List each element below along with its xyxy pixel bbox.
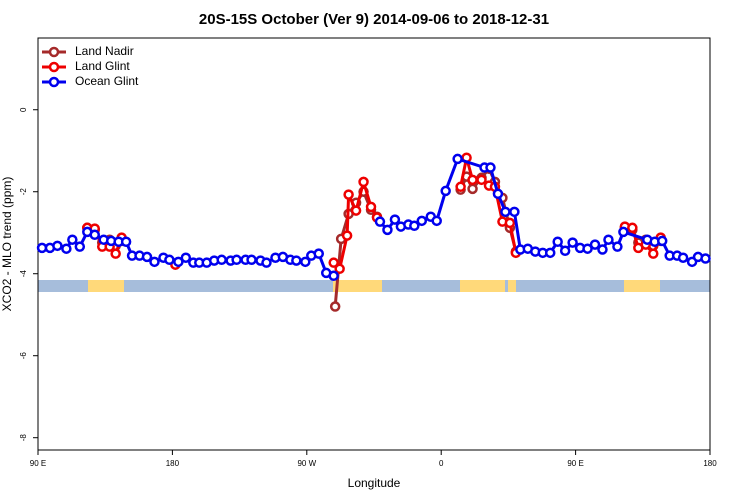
data-point bbox=[343, 189, 354, 200]
legend-label: Land Glint bbox=[75, 59, 130, 73]
y-tick-label: -2 bbox=[19, 188, 28, 196]
data-point bbox=[358, 176, 369, 188]
data-point bbox=[509, 206, 520, 218]
data-point bbox=[455, 181, 466, 193]
data-point bbox=[544, 247, 556, 259]
data-point bbox=[504, 217, 516, 229]
data-point bbox=[216, 254, 227, 266]
data-point bbox=[374, 216, 386, 227]
legend-marker bbox=[48, 76, 60, 88]
x-tick-label: 90 E bbox=[567, 459, 583, 468]
data-point bbox=[467, 183, 478, 195]
data-point bbox=[149, 256, 160, 268]
data-point bbox=[677, 252, 689, 263]
data-point bbox=[431, 215, 442, 227]
y-tick-label: 0 bbox=[19, 107, 28, 112]
y-tick-label: -8 bbox=[19, 434, 28, 442]
data-point bbox=[313, 248, 324, 259]
legend-marker bbox=[48, 61, 60, 73]
data-point bbox=[89, 229, 100, 241]
data-point bbox=[180, 252, 192, 263]
data-point bbox=[656, 235, 668, 247]
series bbox=[36, 153, 711, 282]
data-point bbox=[552, 236, 563, 247]
data-point bbox=[612, 241, 623, 252]
data-point bbox=[452, 153, 463, 165]
data-point bbox=[389, 214, 401, 225]
data-point bbox=[291, 255, 302, 266]
land-strip bbox=[88, 280, 124, 292]
x-tick-label: 180 bbox=[703, 459, 717, 468]
data-point bbox=[627, 222, 638, 234]
data-point bbox=[261, 257, 272, 268]
data-point bbox=[61, 243, 72, 254]
data-point bbox=[141, 251, 153, 263]
y-axis-label: XCO2 - MLO trend (ppm) bbox=[0, 177, 14, 312]
legend-label: Ocean Glint bbox=[75, 74, 139, 88]
data-point bbox=[485, 162, 496, 173]
land-strip bbox=[333, 280, 382, 292]
data-point bbox=[492, 188, 504, 200]
data-point bbox=[300, 256, 311, 268]
data-point bbox=[467, 174, 478, 186]
data-point bbox=[365, 201, 377, 213]
data-point bbox=[648, 248, 659, 259]
data-point bbox=[329, 301, 341, 312]
data-point bbox=[618, 226, 629, 238]
land-strip bbox=[508, 280, 516, 292]
land-ocean-strip bbox=[38, 280, 710, 292]
data-point bbox=[120, 236, 132, 247]
data-point bbox=[700, 253, 711, 264]
data-point bbox=[409, 220, 420, 232]
data-point bbox=[416, 215, 428, 227]
y-tick-label: -6 bbox=[19, 352, 28, 360]
data-point bbox=[74, 241, 86, 252]
data-point bbox=[231, 254, 242, 266]
x-tick-label: 180 bbox=[166, 459, 180, 468]
data-point bbox=[382, 224, 393, 236]
data-point bbox=[328, 257, 339, 268]
data-point bbox=[246, 254, 257, 266]
land-strip bbox=[624, 280, 660, 292]
data-point bbox=[567, 237, 578, 248]
plot-frame bbox=[37, 37, 711, 451]
data-point bbox=[476, 174, 487, 186]
x-axis-label: Longitude bbox=[348, 476, 401, 490]
data-point bbox=[582, 243, 593, 254]
data-point bbox=[341, 230, 353, 241]
data-point bbox=[589, 239, 601, 250]
data-point bbox=[52, 240, 63, 252]
data-point bbox=[67, 234, 78, 245]
chart-title: 20S-15S October (Ver 9) 2014-09-06 to 20… bbox=[199, 11, 549, 28]
data-point bbox=[500, 206, 511, 218]
data-point bbox=[603, 234, 614, 245]
legend-label: Land Nadir bbox=[75, 44, 134, 58]
x-tick-label: 0 bbox=[439, 459, 444, 468]
data-point bbox=[164, 254, 175, 266]
data-point bbox=[173, 256, 184, 268]
data-point bbox=[350, 205, 362, 216]
data-point bbox=[110, 248, 121, 259]
x-tick-label: 90 E bbox=[30, 459, 46, 468]
legend-marker bbox=[48, 46, 60, 58]
land-strip bbox=[460, 280, 505, 292]
data-point bbox=[559, 245, 571, 257]
data-point bbox=[440, 185, 451, 197]
x-tick-label: 90 W bbox=[297, 459, 316, 468]
data-point bbox=[597, 244, 608, 255]
y-tick-label: -4 bbox=[19, 270, 28, 278]
data-point bbox=[334, 263, 345, 275]
data-point bbox=[328, 270, 339, 282]
